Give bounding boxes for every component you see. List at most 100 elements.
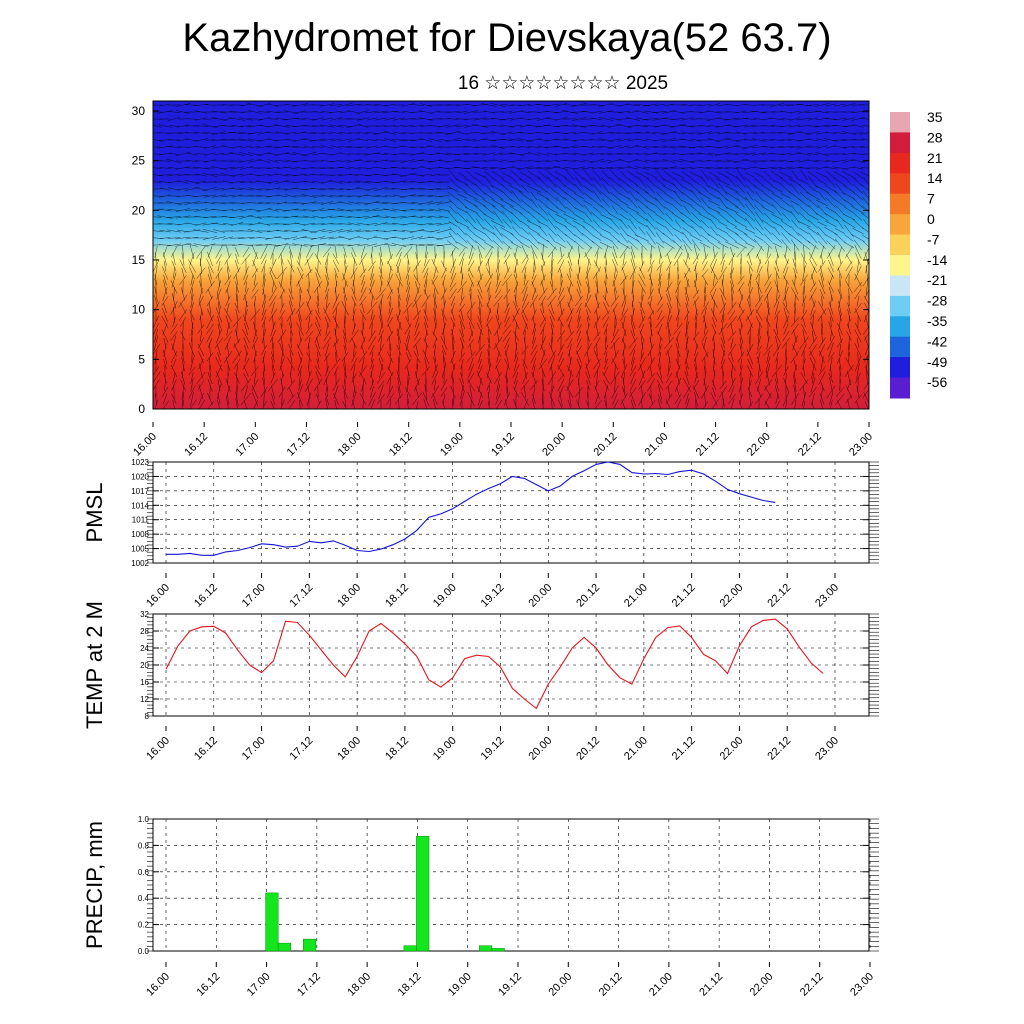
wind-barb xyxy=(330,152,342,156)
wind-barb xyxy=(745,196,755,210)
wind-barb xyxy=(500,205,514,215)
x-tick-label: 21.00 xyxy=(643,431,671,459)
wind-barb xyxy=(492,240,504,250)
wind-barb xyxy=(477,289,483,299)
wind-barb xyxy=(304,330,314,342)
wind-barb xyxy=(702,274,708,286)
wind-barb xyxy=(604,399,607,409)
wind-barb xyxy=(712,387,716,397)
wind-barb xyxy=(398,351,400,363)
wind-barb xyxy=(208,266,212,280)
wind-barb xyxy=(220,131,236,135)
wind-barb xyxy=(649,350,653,364)
wind-barb xyxy=(176,195,190,197)
wind-barb xyxy=(334,268,338,278)
wind-barb xyxy=(612,358,618,370)
wind-barb xyxy=(466,138,476,142)
wind-barb xyxy=(613,280,617,294)
wind-barb xyxy=(285,139,297,141)
wind-barb xyxy=(351,351,357,363)
wind-barb xyxy=(709,280,719,294)
wind-barb xyxy=(558,351,564,363)
wind-barb xyxy=(725,227,739,235)
wind-barb xyxy=(513,301,519,315)
wind-barb xyxy=(224,336,232,350)
wind-barb xyxy=(815,152,829,156)
wind-barb xyxy=(602,316,610,328)
wind-barb xyxy=(707,233,721,243)
wind-barb xyxy=(411,181,423,183)
wind-barb xyxy=(442,393,446,405)
wind-barb xyxy=(153,167,163,170)
wind-barb xyxy=(285,174,297,176)
wind-barb xyxy=(710,218,718,230)
wind-barb xyxy=(864,336,869,350)
wind-barb xyxy=(206,323,214,335)
wind-barb xyxy=(434,300,436,316)
wind-barb xyxy=(478,400,483,409)
wind-barb xyxy=(531,398,535,409)
wind-barb xyxy=(292,181,308,183)
wind-barb xyxy=(429,153,441,155)
wind-barb xyxy=(377,394,385,404)
wind-barb xyxy=(163,260,167,272)
wind-barb xyxy=(182,400,184,409)
colorbar-segment xyxy=(890,132,910,154)
wind-barb xyxy=(607,152,623,156)
wind-barb xyxy=(801,295,807,307)
wind-barb xyxy=(278,309,286,321)
wind-barb xyxy=(368,260,376,272)
wind-barb xyxy=(452,398,455,409)
wind-barb xyxy=(217,384,221,400)
wind-barb xyxy=(157,110,173,114)
wind-barb xyxy=(158,167,172,169)
wind-barb xyxy=(715,124,731,128)
wind-barb xyxy=(591,146,603,148)
wind-barb xyxy=(466,351,476,363)
wind-barb xyxy=(726,103,738,107)
y-tick-label: 1011 xyxy=(132,516,150,525)
wind-barb xyxy=(843,124,855,128)
wind-barb xyxy=(603,301,609,315)
wind-barb xyxy=(683,205,691,215)
wind-barb xyxy=(686,314,688,330)
wind-barb xyxy=(736,131,746,135)
wind-barb xyxy=(676,337,680,349)
wind-barb xyxy=(204,201,216,205)
wind-barb xyxy=(325,398,328,409)
wind-barb xyxy=(348,138,360,142)
wind-barb xyxy=(301,237,317,239)
wind-barb xyxy=(226,260,230,272)
wind-barb xyxy=(190,371,194,385)
wind-barb xyxy=(577,315,581,329)
wind-barb xyxy=(208,364,212,378)
wind-barb xyxy=(531,281,537,293)
wind-barb xyxy=(234,259,240,273)
wind-barb xyxy=(775,378,779,392)
wind-barb xyxy=(371,253,373,265)
wind-barb xyxy=(236,286,238,302)
x-tick-label: 21.12 xyxy=(697,971,725,999)
wind-barb xyxy=(243,385,249,399)
wind-barb xyxy=(773,294,781,308)
wind-barb xyxy=(280,253,284,265)
wind-barb xyxy=(366,223,378,225)
wind-barb xyxy=(703,307,707,323)
wind-barb xyxy=(636,220,648,228)
wind-barb xyxy=(630,399,635,409)
wind-barb xyxy=(681,191,693,201)
wind-barb xyxy=(197,324,205,334)
y-tick-label: 10 xyxy=(132,303,146,317)
wind-barb xyxy=(625,131,641,135)
wind-barb xyxy=(203,194,217,198)
wind-barb xyxy=(267,118,279,120)
wind-barb xyxy=(467,273,475,287)
wind-barb xyxy=(603,323,609,335)
wind-barb xyxy=(319,103,335,107)
wind-barb xyxy=(179,275,187,285)
wind-barb xyxy=(157,145,173,149)
wind-barb xyxy=(699,125,711,127)
wind-barb xyxy=(538,199,548,207)
wind-barb xyxy=(747,365,753,377)
wind-barb xyxy=(790,317,800,327)
